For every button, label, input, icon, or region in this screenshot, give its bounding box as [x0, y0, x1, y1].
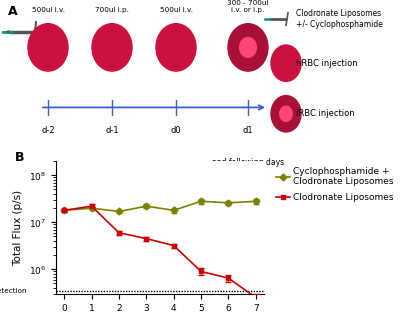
Text: Limit of detection: Limit of detection [0, 288, 27, 294]
Text: d1: d1 [243, 126, 253, 135]
Text: and following days: and following days [212, 158, 284, 167]
Text: hRBC injection: hRBC injection [296, 59, 358, 68]
Ellipse shape [228, 24, 268, 71]
Ellipse shape [271, 45, 301, 82]
Text: d-1: d-1 [105, 126, 119, 135]
Ellipse shape [156, 24, 196, 71]
Text: 300 - 700ul
i.v. or i.p.: 300 - 700ul i.v. or i.p. [227, 0, 269, 13]
Text: B: B [14, 150, 24, 164]
Text: 500ul i.v.: 500ul i.v. [160, 7, 192, 13]
Text: 500ul i.v.: 500ul i.v. [32, 7, 64, 13]
Ellipse shape [92, 24, 132, 71]
Ellipse shape [28, 24, 68, 71]
Text: 700ul i.p.: 700ul i.p. [95, 7, 129, 13]
Text: iRBC injection: iRBC injection [296, 109, 355, 118]
Ellipse shape [240, 37, 256, 58]
Text: Clodronate Liposomes
+/- Cyclophosphamide: Clodronate Liposomes +/- Cyclophosphamid… [296, 9, 383, 29]
Ellipse shape [280, 106, 292, 121]
Text: d-2: d-2 [41, 126, 55, 135]
Text: A: A [8, 5, 18, 18]
Legend: Cyclophosphamide +
Clodronate Liposomes, Clodronate Liposomes: Cyclophosphamide + Clodronate Liposomes,… [273, 163, 398, 206]
Ellipse shape [271, 95, 301, 132]
Text: d0: d0 [171, 126, 181, 135]
Y-axis label: Total Flux (p/s): Total Flux (p/s) [14, 190, 24, 265]
